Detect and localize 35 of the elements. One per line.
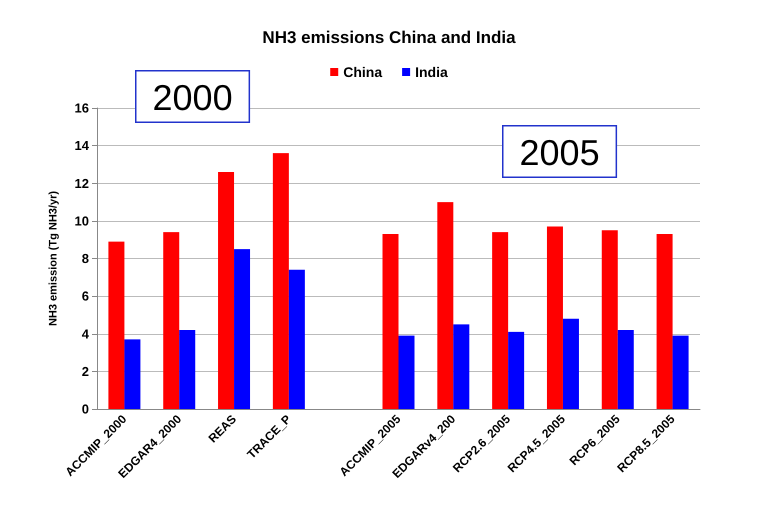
bar <box>618 330 634 409</box>
bar <box>562 318 579 409</box>
bar <box>546 226 563 409</box>
annotation: 2000 <box>152 77 233 118</box>
bar <box>398 336 414 409</box>
chart-title: NH3 emissions China and India <box>262 28 516 47</box>
y-tick-label: 4 <box>82 326 90 342</box>
bar <box>288 270 305 409</box>
y-tick-label: 0 <box>82 402 89 416</box>
legend-label: China <box>343 64 382 80</box>
y-tick-label: 10 <box>74 213 89 228</box>
y-tick-label: 16 <box>74 100 89 116</box>
bar <box>672 336 689 409</box>
bar <box>108 242 124 409</box>
bar <box>492 232 508 409</box>
y-tick-label: 6 <box>82 288 89 304</box>
bar <box>234 249 250 409</box>
y-tick-label: 12 <box>74 176 89 191</box>
bar <box>602 230 618 409</box>
bar <box>179 330 196 409</box>
y-axis-title: NH3 emission (Tg NH3/yr) <box>48 190 60 326</box>
bar <box>218 172 234 409</box>
legend-label: India <box>415 64 448 80</box>
bar <box>453 324 470 409</box>
y-tick-label: 14 <box>74 138 90 154</box>
bar <box>272 153 289 409</box>
bar <box>656 234 673 409</box>
bar <box>508 332 524 409</box>
annotation: 2005 <box>520 132 600 173</box>
bar <box>437 202 454 409</box>
y-tick-label: 2 <box>82 364 89 379</box>
bar <box>163 232 180 409</box>
bar <box>124 339 140 409</box>
bar <box>382 234 398 409</box>
y-tick-label: 8 <box>82 251 89 266</box>
